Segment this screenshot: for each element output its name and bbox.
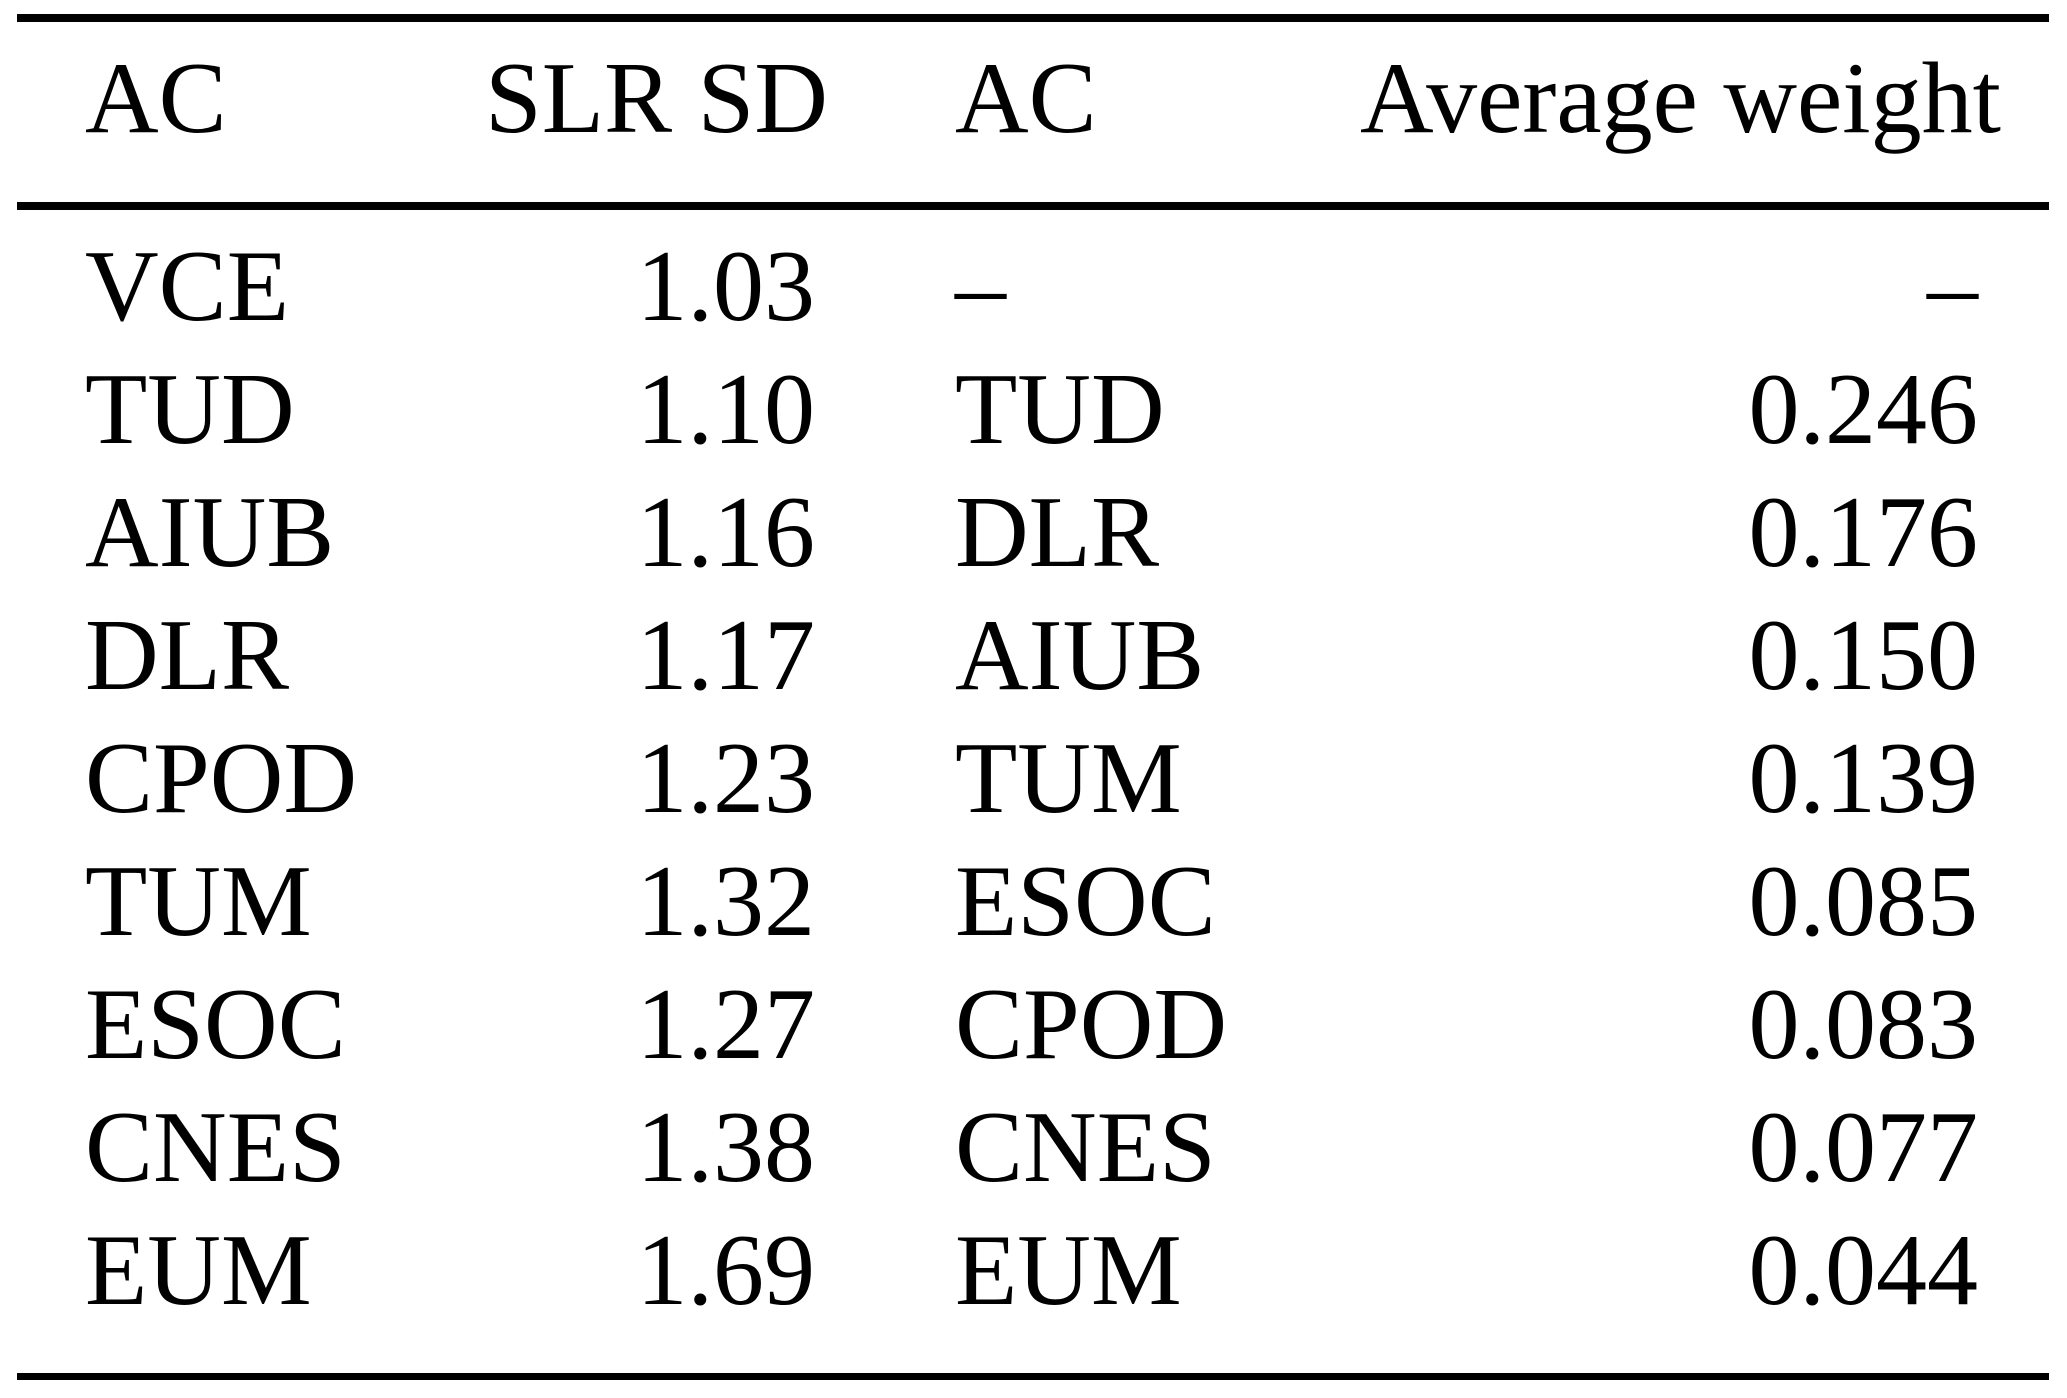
cell-ac-1: EUM: [85, 1214, 312, 1327]
cell-ac-1: AIUB: [85, 476, 335, 589]
cell-ac-2: DLR: [955, 476, 1159, 589]
cell-ac-1: ESOC: [85, 968, 346, 1081]
cell-ac-2: CPOD: [955, 968, 1228, 1081]
cell-average-weight: 0.246: [1748, 353, 1979, 466]
cell-ac-1: TUM: [85, 845, 312, 958]
cell-average-weight: 0.150: [1748, 599, 1979, 712]
cell-slr-sd: 1.10: [636, 353, 816, 466]
cell-slr-sd: 1.17: [636, 599, 816, 712]
cell-ac-2: TUM: [955, 722, 1182, 835]
column-header-ac-2: AC: [955, 42, 1097, 155]
column-header-slr-sd: SLR SD: [485, 42, 828, 155]
cell-ac-2: –: [955, 230, 1006, 343]
table-row: TUM 1.32 ESOC 0.085: [17, 840, 2049, 963]
cell-ac-2: ESOC: [955, 845, 1216, 958]
table-row: ESOC 1.27 CPOD 0.083: [17, 963, 2049, 1086]
cell-ac-2: CNES: [955, 1091, 1216, 1204]
table-header-rule: [17, 202, 2049, 210]
table-bottom-rule: [17, 1373, 2049, 1380]
table-row: TUD 1.10 TUD 0.246: [17, 348, 2049, 471]
cell-slr-sd: 1.03: [636, 230, 816, 343]
cell-average-weight: 0.085: [1748, 845, 1979, 958]
table-row: CPOD 1.23 TUM 0.139: [17, 717, 2049, 840]
cell-ac-2: TUD: [955, 353, 1165, 466]
cell-ac-1: CNES: [85, 1091, 346, 1204]
cell-average-weight: –: [1927, 230, 1978, 343]
cell-ac-1: DLR: [85, 599, 289, 712]
table-row: CNES 1.38 CNES 0.077: [17, 1086, 2049, 1209]
cell-slr-sd: 1.69: [636, 1214, 816, 1327]
cell-ac-2: AIUB: [955, 599, 1205, 712]
header-row: AC SLR SD AC Average weight: [17, 22, 2049, 225]
cell-average-weight: 0.044: [1748, 1214, 1979, 1327]
cell-average-weight: 0.083: [1748, 968, 1979, 1081]
cell-slr-sd: 1.16: [636, 476, 816, 589]
cell-slr-sd: 1.23: [636, 722, 816, 835]
cell-ac-1: CPOD: [85, 722, 358, 835]
cell-slr-sd: 1.32: [636, 845, 816, 958]
cell-ac-2: EUM: [955, 1214, 1182, 1327]
cell-ac-1: TUD: [85, 353, 295, 466]
table-row: VCE 1.03 – –: [17, 225, 2049, 348]
table-row: DLR 1.17 AIUB 0.150: [17, 594, 2049, 717]
column-header-ac-1: AC: [85, 42, 227, 155]
cell-slr-sd: 1.27: [636, 968, 816, 1081]
cell-ac-1: VCE: [85, 230, 289, 343]
cell-slr-sd: 1.38: [636, 1091, 816, 1204]
table-row: EUM 1.69 EUM 0.044: [17, 1209, 2049, 1332]
cell-average-weight: 0.077: [1748, 1091, 1979, 1204]
ac-weight-table: AC SLR SD AC Average weight VCE 1.03 – –…: [17, 22, 2049, 1332]
table-row: AIUB 1.16 DLR 0.176: [17, 471, 2049, 594]
table-top-rule: [17, 14, 2049, 22]
cell-average-weight: 0.139: [1748, 722, 1979, 835]
cell-average-weight: 0.176: [1748, 476, 1979, 589]
column-header-average-weight: Average weight: [1360, 42, 2001, 155]
